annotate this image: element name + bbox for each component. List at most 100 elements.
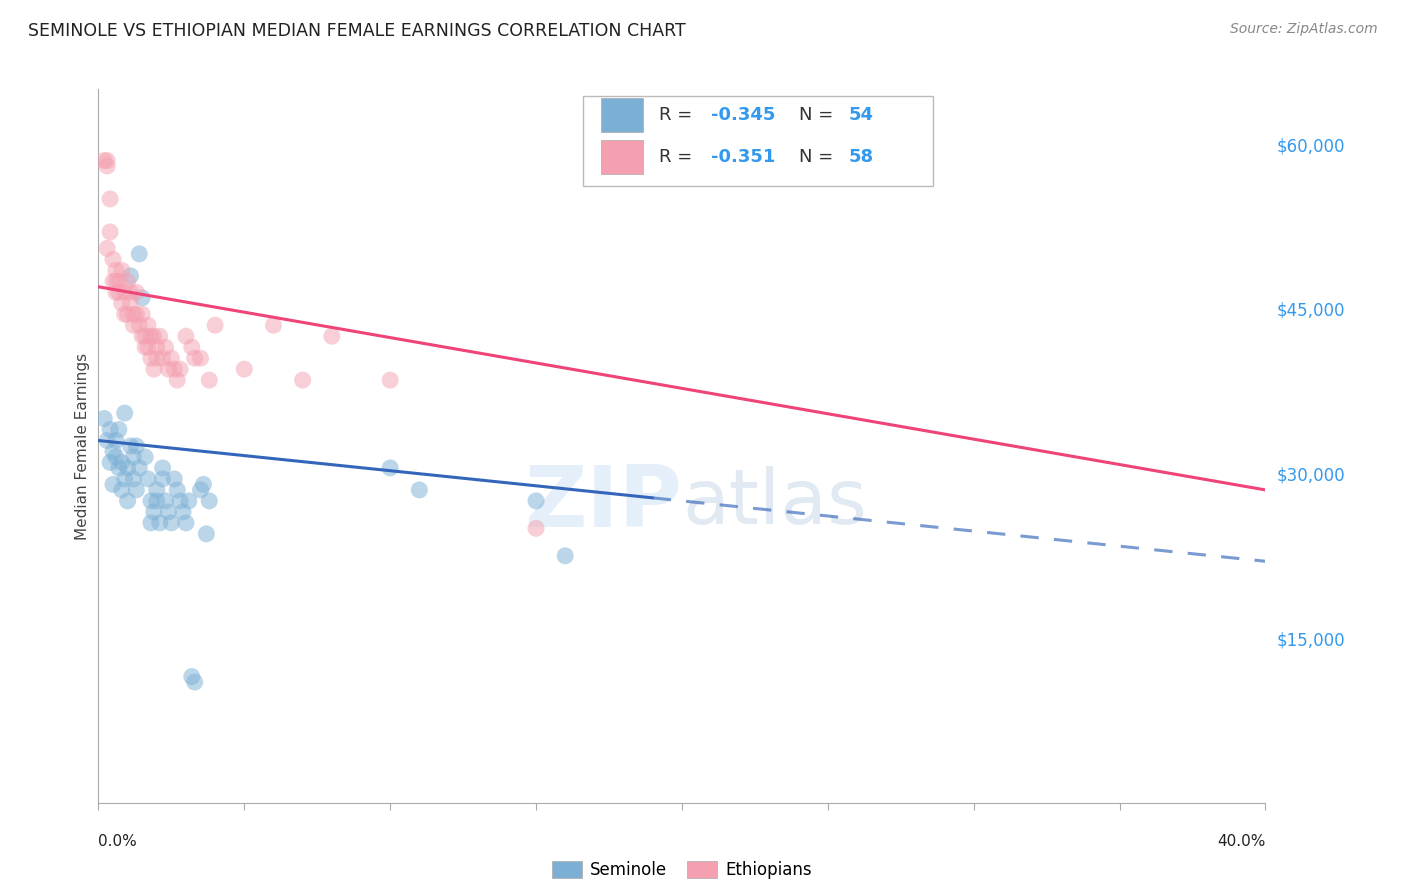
Point xyxy=(104,274,127,288)
Point xyxy=(524,494,547,508)
Point xyxy=(114,285,136,300)
Point xyxy=(134,340,156,354)
Point xyxy=(125,439,148,453)
Point xyxy=(193,477,215,491)
Point xyxy=(125,483,148,497)
Point xyxy=(128,461,150,475)
Point xyxy=(117,274,139,288)
Point xyxy=(101,252,124,267)
Point xyxy=(96,153,118,168)
Point xyxy=(180,669,202,683)
Point xyxy=(108,274,131,288)
Point xyxy=(96,159,118,173)
Point xyxy=(120,439,142,453)
Point xyxy=(169,494,191,508)
Point xyxy=(104,434,127,448)
Point xyxy=(134,329,156,343)
Point xyxy=(111,263,134,277)
Point xyxy=(108,285,131,300)
Point xyxy=(195,526,218,541)
Point xyxy=(142,362,165,376)
Text: N =: N = xyxy=(799,147,838,166)
Text: R =: R = xyxy=(658,105,697,124)
Point xyxy=(152,461,174,475)
Point xyxy=(136,472,159,486)
Point xyxy=(152,472,174,486)
Point xyxy=(155,494,177,508)
Point xyxy=(125,285,148,300)
FancyBboxPatch shape xyxy=(602,139,644,174)
Point xyxy=(190,483,212,497)
Point xyxy=(128,318,150,333)
Point xyxy=(120,285,142,300)
Point xyxy=(136,340,159,354)
Text: atlas: atlas xyxy=(682,467,866,540)
Point xyxy=(524,521,547,535)
FancyBboxPatch shape xyxy=(582,96,932,186)
Point xyxy=(198,494,221,508)
Point xyxy=(98,423,121,437)
Point xyxy=(139,516,162,530)
Point xyxy=(262,318,284,333)
Legend: Seminole, Ethiopians: Seminole, Ethiopians xyxy=(543,853,821,888)
Text: Source: ZipAtlas.com: Source: ZipAtlas.com xyxy=(1230,22,1378,37)
Point xyxy=(117,307,139,321)
Point xyxy=(96,434,118,448)
Point xyxy=(166,483,188,497)
Point xyxy=(157,505,180,519)
Point xyxy=(108,461,131,475)
Point xyxy=(131,329,153,343)
Point xyxy=(198,373,221,387)
Text: 54: 54 xyxy=(849,105,873,124)
Point xyxy=(190,351,212,366)
Point xyxy=(177,494,200,508)
Text: 0.0%: 0.0% xyxy=(98,834,138,849)
Point xyxy=(139,494,162,508)
Text: -0.345: -0.345 xyxy=(711,105,776,124)
Point xyxy=(122,450,145,464)
Point xyxy=(291,373,314,387)
Point xyxy=(122,307,145,321)
Point xyxy=(117,494,139,508)
Y-axis label: Median Female Earnings: Median Female Earnings xyxy=(75,352,90,540)
Point xyxy=(146,494,169,508)
Point xyxy=(174,516,197,530)
Point xyxy=(96,241,118,255)
Point xyxy=(104,450,127,464)
Point xyxy=(122,472,145,486)
Point xyxy=(160,351,183,366)
Point xyxy=(157,362,180,376)
Point xyxy=(408,483,430,497)
Point xyxy=(122,318,145,333)
Point xyxy=(139,351,162,366)
Point xyxy=(183,675,205,690)
Point xyxy=(321,329,343,343)
Point xyxy=(120,296,142,310)
Point xyxy=(174,329,197,343)
Point xyxy=(149,516,172,530)
Point xyxy=(111,455,134,469)
Point xyxy=(155,340,177,354)
Point xyxy=(125,307,148,321)
Point xyxy=(204,318,226,333)
Point xyxy=(104,285,127,300)
Text: ZIP: ZIP xyxy=(524,461,682,545)
Text: R =: R = xyxy=(658,147,703,166)
FancyBboxPatch shape xyxy=(602,97,644,132)
Point xyxy=(101,477,124,491)
Point xyxy=(114,472,136,486)
Point xyxy=(166,373,188,387)
Point xyxy=(152,351,174,366)
Point xyxy=(111,296,134,310)
Point xyxy=(378,461,402,475)
Point xyxy=(172,505,194,519)
Text: N =: N = xyxy=(799,105,838,124)
Point xyxy=(183,351,205,366)
Point xyxy=(160,516,183,530)
Point xyxy=(104,263,127,277)
Point xyxy=(98,192,121,206)
Point xyxy=(111,483,134,497)
Point xyxy=(378,373,402,387)
Point xyxy=(169,362,191,376)
Point xyxy=(146,483,169,497)
